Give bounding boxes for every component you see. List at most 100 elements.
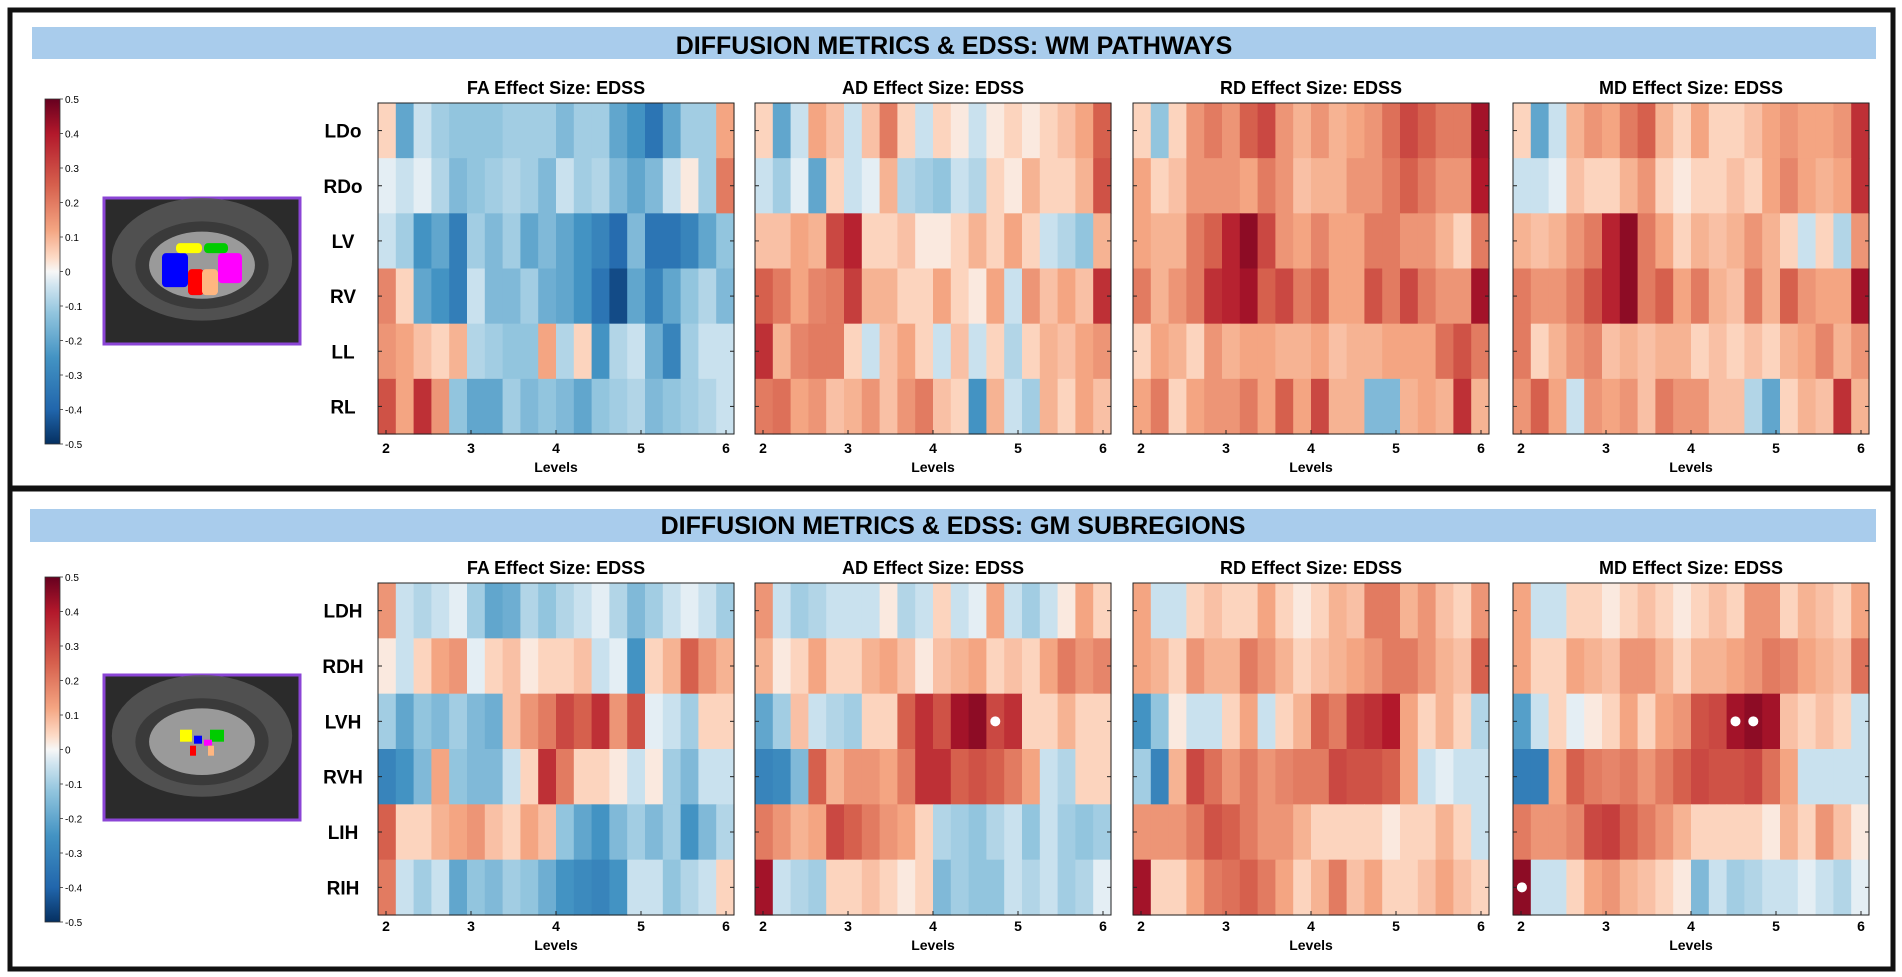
heatmap-cell [772, 804, 792, 861]
heatmap-cell [1275, 859, 1294, 916]
heatmap-cell [1584, 693, 1603, 750]
heatmap-cell [1293, 323, 1312, 380]
x-tick-label: 5 [1392, 440, 1400, 456]
panel-title: DIFFUSION METRICS & EDSS: GM SUBREGIONS [661, 512, 1246, 540]
heatmap-cell [790, 583, 809, 639]
heatmap-cell [1222, 103, 1241, 159]
heatmap-cell [1530, 693, 1550, 750]
heatmap-cell [1762, 859, 1781, 916]
heatmap-cell [915, 638, 934, 695]
heatmap-cell [1584, 213, 1603, 270]
heatmap-cell [645, 804, 664, 861]
row-label: RL [330, 397, 356, 418]
heatmap-cell [1453, 378, 1472, 435]
heatmap-cell [1530, 213, 1550, 270]
heatmap-cell [1815, 268, 1834, 325]
heatmap-cell [1815, 638, 1834, 695]
heatmap-cell [1513, 268, 1532, 325]
heatmap-cell [1530, 158, 1550, 214]
heatmap-cell [520, 323, 539, 380]
heatmap-cell [698, 749, 717, 805]
heatmap-cell [1453, 213, 1472, 270]
heatmap-cell [1619, 583, 1639, 639]
x-tick-label: 3 [1602, 918, 1610, 934]
heatmap-cell [1417, 323, 1437, 380]
heatmap-cell [680, 213, 699, 270]
heatmap-cell [861, 213, 881, 270]
heatmap-cell [1655, 268, 1674, 325]
heatmap-cell [1548, 583, 1567, 639]
significance-marker [1516, 882, 1527, 893]
heatmap-cell [1239, 749, 1259, 805]
heatmap-cell [1328, 103, 1348, 159]
colorbar-tick-label: -0.5 [65, 440, 83, 451]
heatmap-cell [1851, 158, 1870, 214]
heatmap-cell [1311, 804, 1330, 861]
heatmap-cell [484, 378, 504, 435]
heatmap-cell [395, 583, 415, 639]
heatmap-cell [556, 213, 575, 270]
heatmap-cell [1833, 213, 1852, 270]
heatmap-cell [680, 693, 699, 750]
heatmap-cell [627, 693, 646, 750]
panel-frame [7, 486, 1896, 972]
heatmap-cell [645, 213, 664, 270]
heatmap-cell [1328, 749, 1348, 805]
heatmap-cell [1602, 323, 1621, 380]
heatmap-cell [1328, 693, 1348, 750]
panel-banner [32, 27, 1876, 59]
heatmap-cell [1513, 749, 1532, 805]
heatmap-cell [1093, 323, 1112, 380]
colorbar-tick-label: 0.2 [65, 199, 79, 210]
heatmap-cell [755, 749, 774, 805]
heatmap-cell [1453, 693, 1472, 750]
x-axis-label: Levels [534, 459, 578, 475]
heatmap-cell [395, 859, 415, 916]
heatmap-cell [879, 638, 898, 695]
heatmap-cell [413, 213, 432, 270]
heatmap-cell [1075, 583, 1094, 639]
heatmap-cell [467, 158, 486, 214]
heatmap-cell [1471, 268, 1490, 325]
heatmap-cell [986, 158, 1005, 214]
heatmap-cell [1815, 583, 1834, 639]
heatmap-cell [808, 213, 827, 270]
heatmap-cell [1619, 749, 1639, 805]
x-tick-label: 2 [382, 440, 390, 456]
heatmap-cell [1275, 323, 1294, 380]
heatmap-cell [1257, 103, 1276, 159]
heatmap-cell [844, 323, 863, 380]
heatmap-cell [591, 583, 610, 639]
heatmap-cell [573, 859, 593, 916]
heatmap-cell [645, 158, 664, 214]
heatmap-cell [1186, 158, 1205, 214]
heatmap-cell [1602, 749, 1621, 805]
heatmap-cell [698, 323, 717, 380]
heatmap-cell [1133, 378, 1152, 435]
heatmap-cell [467, 693, 486, 750]
heatmap-cell [808, 323, 827, 380]
heatmap-cell [915, 213, 934, 270]
heatmap-cell [1673, 749, 1692, 805]
heatmap-cell [502, 859, 521, 916]
heatmap-cell [680, 323, 699, 380]
heatmap-cell [1691, 103, 1710, 159]
heatmap-cell [1022, 859, 1041, 916]
heatmap-cell [1513, 638, 1532, 695]
heatmap-cell [1744, 103, 1763, 159]
atlas-thumbnail [102, 673, 302, 822]
heatmap-cell [1204, 749, 1223, 805]
row-label: LV [332, 232, 355, 253]
x-tick-label: 6 [722, 440, 730, 456]
heatmap-cell [1168, 583, 1187, 639]
heatmap-cell [933, 583, 952, 639]
heatmap-cell [933, 638, 952, 695]
heatmap-cell [1602, 804, 1621, 861]
heatmap-cell [1275, 693, 1294, 750]
heatmap-cell [1762, 804, 1781, 861]
heatmap-cell [591, 378, 610, 435]
heatmap-cell [1022, 268, 1041, 325]
heatmap-cell [520, 638, 539, 695]
heatmap-cell [1239, 693, 1259, 750]
heatmap-cell [1513, 158, 1532, 214]
